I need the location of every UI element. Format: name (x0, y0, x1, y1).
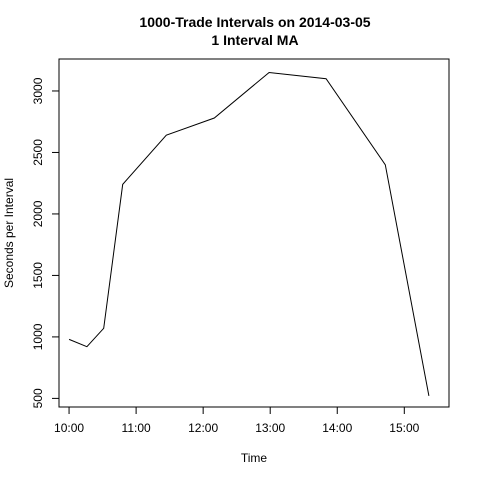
chart-subtitle: 1 Interval MA (211, 32, 298, 48)
y-axis: 500 1000 1500 2000 2500 3000 (31, 77, 60, 408)
x-axis: 10:00 11:00 12:00 13:00 14:00 15:00 (54, 406, 420, 435)
x-tick-label: 11:00 (122, 421, 151, 435)
y-tick-label: 2500 (31, 139, 45, 166)
series-line (68, 71, 430, 396)
y-axis-label: Seconds per Interval (2, 178, 16, 288)
y-tick-label: 500 (31, 388, 45, 408)
x-tick-label: 14:00 (322, 421, 352, 435)
chart-title: 1000-Trade Intervals on 2014-03-05 (139, 14, 370, 30)
x-tick-label: 13:00 (255, 421, 285, 435)
x-tick-label: 15:00 (389, 421, 419, 435)
y-tick-label: 2000 (31, 200, 45, 227)
x-tick-label: 10:00 (54, 421, 84, 435)
y-tick-label: 3000 (31, 77, 45, 104)
x-axis-label: Time (241, 451, 268, 465)
y-tick-label: 1000 (31, 323, 45, 350)
y-tick-label: 1500 (31, 262, 45, 289)
x-tick-label: 12:00 (188, 421, 218, 435)
